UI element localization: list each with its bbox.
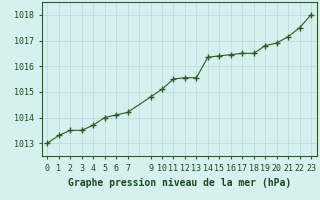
X-axis label: Graphe pression niveau de la mer (hPa): Graphe pression niveau de la mer (hPa) [68, 178, 291, 188]
